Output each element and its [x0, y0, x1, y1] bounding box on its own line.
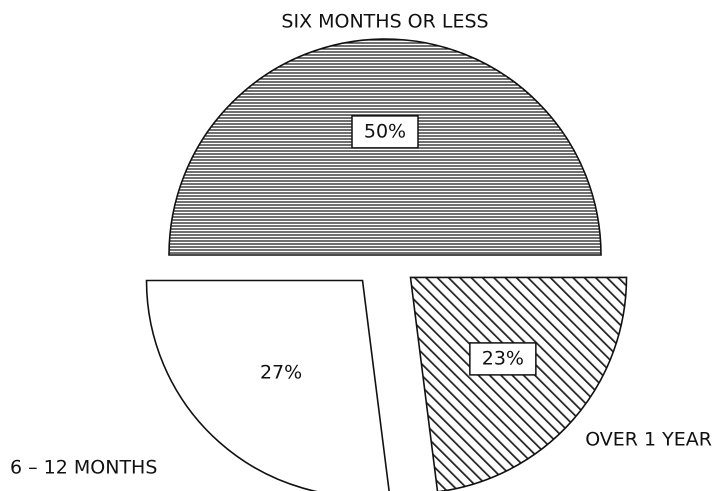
slice-label: OVER 1 YEAR: [585, 429, 712, 451]
pie-slice: [145, 279, 390, 491]
value-label-box: [469, 342, 537, 376]
slice-label: 6 – 12 MONTHS: [10, 457, 157, 479]
slice-label: SIX MONTHS OR LESS: [281, 11, 488, 33]
value-label: 50%: [364, 120, 406, 142]
value-label-box: [351, 115, 419, 149]
pie-slice: [409, 276, 628, 491]
value-label: 27%: [260, 361, 302, 383]
value-label: 23%: [482, 347, 524, 369]
